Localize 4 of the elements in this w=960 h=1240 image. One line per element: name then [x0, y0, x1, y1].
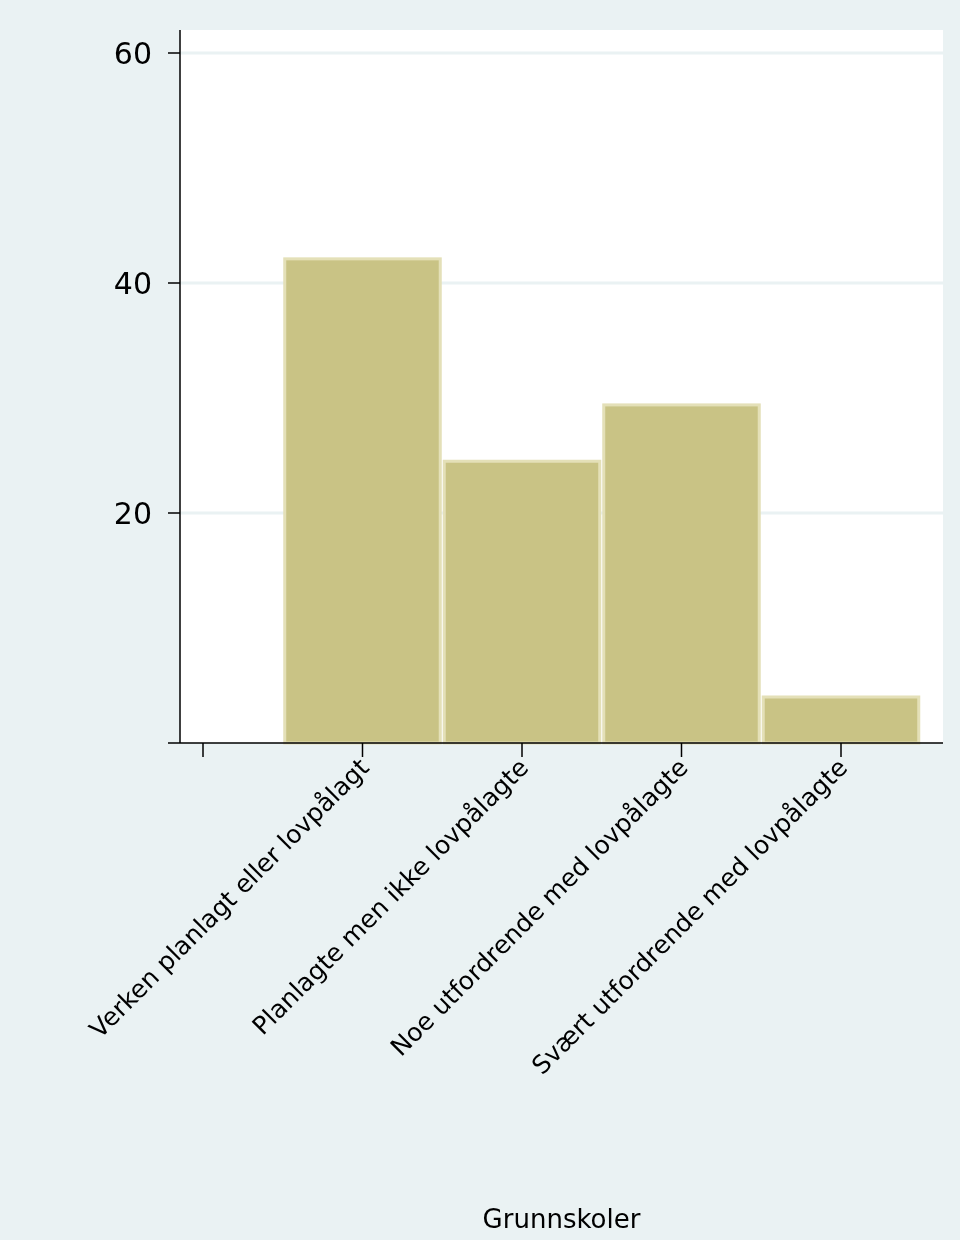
y-tick-label: 60 [113, 35, 152, 71]
y-tick-label: 40 [113, 265, 152, 301]
y-tick-label: 20 [113, 495, 152, 531]
x-axis-title: Grunnskoler [482, 1204, 641, 1234]
